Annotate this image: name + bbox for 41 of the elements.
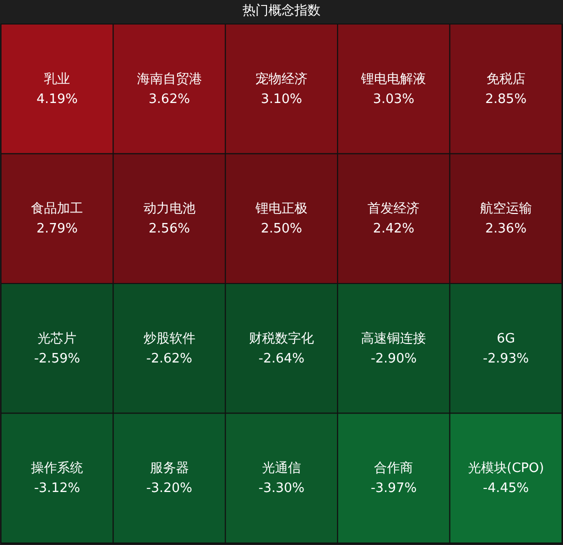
category-label: 海南自贸港: [136, 72, 202, 87]
category-label: 航空运输: [480, 202, 532, 217]
category-label: 高速铜连接: [361, 330, 426, 346]
data-label: -2.59%: [34, 351, 80, 366]
data-label: -2.90%: [370, 351, 417, 366]
category-label: 炒股软件: [143, 331, 196, 346]
category-label: 锂电电解液: [360, 72, 426, 87]
category-label: 宠物经济: [256, 72, 308, 87]
category-label: 光模块(CPO): [468, 461, 544, 476]
category-label: 光通信: [262, 461, 301, 476]
category-label: 免税店: [486, 70, 526, 87]
data-label: 4.19%: [36, 92, 78, 107]
data-label: -2.93%: [482, 351, 529, 366]
data-label: -3.30%: [258, 481, 304, 496]
category-label: 6G: [496, 331, 516, 346]
data-label: -3.20%: [146, 481, 192, 496]
category-label: 合作商: [374, 461, 414, 476]
category-label: 服务器: [150, 461, 189, 476]
category-label: 首发经济: [368, 202, 420, 217]
data-label: 2.85%: [485, 92, 527, 107]
category-label: 动力电池: [143, 202, 196, 217]
category-label: 乳业: [44, 72, 70, 87]
data-label: -3.97%: [370, 481, 417, 496]
data-label: -4.45%: [482, 481, 529, 496]
data-label: 3.62%: [148, 92, 190, 107]
data-label: -2.62%: [146, 351, 192, 366]
text: 热门概念指数: [242, 2, 320, 18]
data-label: 2.79%: [36, 222, 78, 237]
data-label: 3.10%: [260, 92, 302, 107]
data-label: 2.50%: [260, 222, 302, 237]
data-label: 3.03%: [373, 92, 414, 107]
category-label: 财税数字化: [249, 330, 314, 346]
category-label: 光芯片: [38, 331, 77, 346]
data-label: 2.56%: [148, 222, 190, 237]
category-label: 操作系统: [31, 461, 84, 476]
data-label: 2.42%: [373, 222, 414, 237]
category-label: 锂电正极: [254, 202, 308, 217]
data-label: -3.12%: [34, 481, 80, 496]
data-label: 2.36%: [485, 222, 527, 237]
category-label: 食品加工: [31, 202, 84, 217]
data-label: -2.64%: [258, 351, 304, 366]
